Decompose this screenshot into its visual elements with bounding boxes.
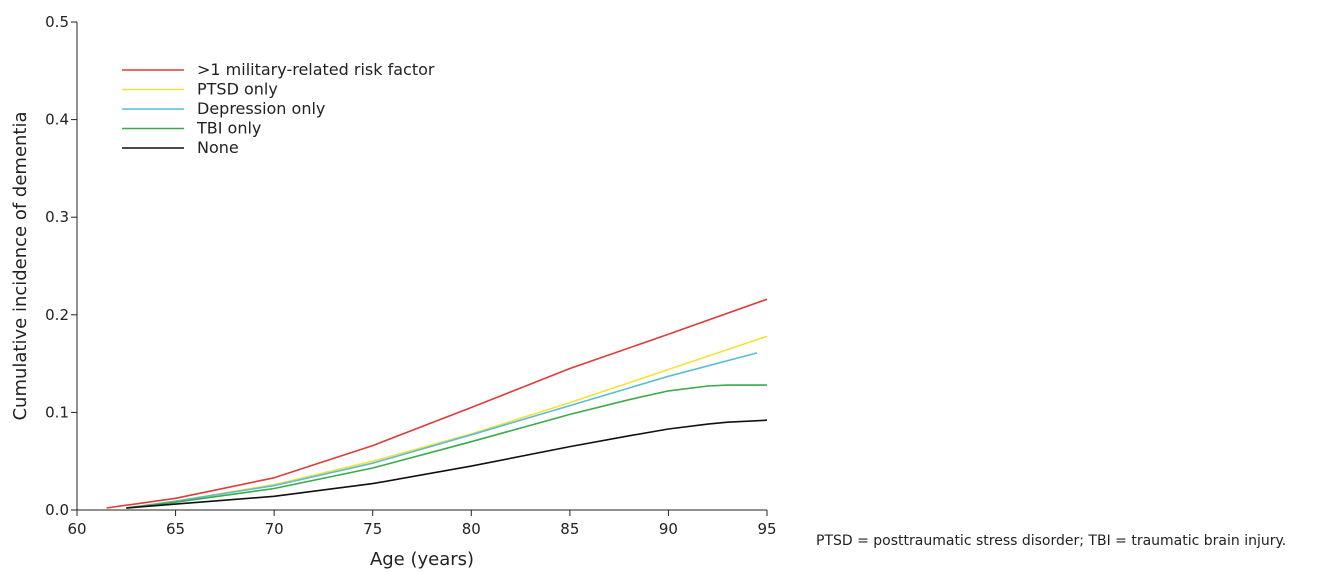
y-tick-label: 0.5 <box>45 13 69 31</box>
series-line-0 <box>106 298 768 509</box>
y-tick-label: 0.3 <box>45 208 69 226</box>
legend-label: >1 military-related risk factor <box>197 60 435 79</box>
x-tick-label: 60 <box>67 520 86 538</box>
x-tick-label: 95 <box>757 520 776 538</box>
legend-label: None <box>197 138 239 157</box>
x-axis-title: Age (years) <box>370 549 474 570</box>
x-tick-label: 65 <box>166 520 185 538</box>
legend-label: TBI only <box>196 119 261 138</box>
x-tick-label: 75 <box>363 520 382 538</box>
series-line-2 <box>126 352 758 509</box>
x-tick-label: 85 <box>560 520 579 538</box>
axes: 60 65 70 75 80 85 90 95 0.0 0.1 0.2 0.3 0.4 0.5 <box>45 13 776 538</box>
series-line-3 <box>126 384 767 509</box>
y-tick-label: 0.2 <box>45 306 69 324</box>
x-tick-label: 80 <box>462 520 481 538</box>
footnote: PTSD = posttraumatic stress disorder; TB… <box>816 533 1287 549</box>
series-line-1 <box>126 335 768 509</box>
legend-label: PTSD only <box>197 80 278 99</box>
y-tick-label: 0.0 <box>45 501 69 519</box>
cumulative-incidence-chart: 60 65 70 75 80 85 90 95 0.0 0.1 0.2 0.3 0.4 0.5 >1 mi… <box>10 13 777 570</box>
series-lines <box>106 298 768 509</box>
series-line-4 <box>126 419 768 509</box>
x-tick-label: 70 <box>265 520 284 538</box>
y-tick-label: 0.4 <box>45 111 69 129</box>
y-tick-label: 0.1 <box>45 403 69 421</box>
legend-label: Depression only <box>197 99 325 118</box>
y-axis-title: Cumulative incidence of dementia <box>10 111 31 420</box>
x-tick-label: 90 <box>659 520 678 538</box>
